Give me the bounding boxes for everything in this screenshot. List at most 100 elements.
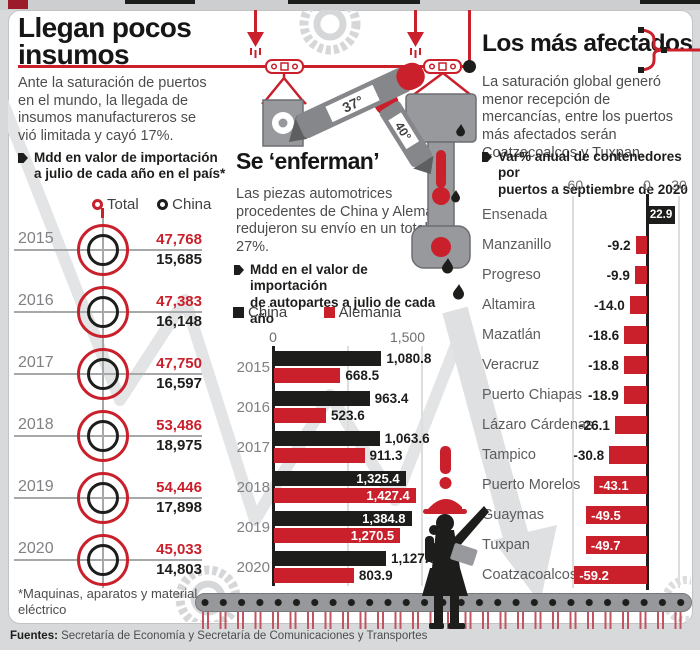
bar-value: 963.4 (374, 391, 409, 406)
port-bar (635, 236, 647, 254)
alemania-bar (274, 488, 416, 503)
port-label: Manzanillo (482, 237, 552, 253)
axis-tick-min: 0 (269, 329, 277, 345)
port-label: Lázaro Cárdenas (482, 417, 594, 433)
china-ring (87, 358, 119, 390)
piston-illustration (405, 71, 477, 269)
bar-value: 523.6 (330, 408, 365, 423)
bar-value: 1,080.8 (386, 351, 432, 366)
total-value: 53,486 (156, 417, 202, 434)
port-row: Tuxpan -49.7 (0, 536, 692, 554)
link-plate-icon (265, 59, 304, 74)
port-label: Altamira (482, 297, 536, 313)
bar-value: -14.0 (594, 297, 625, 313)
port-label: Mazatlán (482, 327, 541, 343)
right-title: Los más afectados (482, 30, 693, 57)
bar-value: 22.9 (649, 209, 673, 221)
bar-value: -18.9 (587, 387, 619, 403)
droplet-icon (442, 258, 454, 274)
bar-value: 1,427.4 (366, 488, 410, 503)
legend-china: China (157, 196, 211, 213)
total-ring (77, 224, 129, 276)
china-ring (87, 420, 119, 452)
port-label: Progreso (482, 267, 541, 283)
worker-skirt (422, 568, 468, 596)
axis-tick: 30 (671, 177, 687, 193)
china-bar (274, 431, 380, 446)
china-bar (274, 511, 412, 526)
gridline (421, 346, 423, 586)
hook-arrow-icon (407, 10, 424, 58)
gridline (678, 196, 680, 588)
rail-hanger-line (468, 10, 471, 66)
legend-china: China (233, 304, 287, 321)
left-intro: Ante la saturación de puertos en el mund… (18, 75, 207, 145)
top-strip-segment (125, 0, 195, 4)
alemania-bar (274, 448, 365, 463)
port-row: Tampico -30.8 (0, 446, 692, 464)
port-row: Altamira -14.0 (0, 296, 692, 314)
left-axis-line (102, 216, 104, 588)
hook-arrow-icon (247, 10, 264, 58)
year-label: 2019 (236, 519, 270, 536)
axis-tick-max: 1,500 (389, 329, 425, 345)
title-brace-icon (638, 27, 700, 73)
backpack (425, 536, 434, 562)
total-value: 45,033 (156, 541, 202, 558)
port-bar (624, 326, 647, 344)
china-ring (87, 544, 119, 576)
top-strip-segment (640, 0, 700, 4)
bar-value: -9.9 (606, 267, 630, 283)
china-bar (274, 551, 386, 566)
gridline (347, 346, 349, 586)
year-label: 2016 (236, 399, 270, 416)
gear-icon (299, 10, 361, 55)
bar-value: -9.2 (607, 237, 631, 253)
right-intro: La saturación global generó menor recepc… (482, 74, 674, 161)
bar-value: 1,325.4 (356, 471, 400, 486)
port-row: Mazatlán -18.6 (0, 326, 692, 344)
note-bullet-icon (482, 152, 492, 162)
clipboard (450, 543, 478, 566)
footer-sources: Fuentes: Secretaría de Economía y Secret… (10, 630, 428, 642)
port-label: Puerto Chiapas (482, 387, 582, 403)
rail-end-dot (463, 60, 476, 73)
bar-value: 1,270.5 (350, 528, 395, 543)
bar-value: 1,127.6 (390, 551, 437, 566)
year-label: 2020 (236, 559, 270, 576)
port-label: Veracruz (482, 357, 540, 373)
worker-head (436, 514, 454, 532)
exclamation-icon (439, 446, 452, 489)
bar-group: 2015 1,080.8 668.5 (0, 351, 470, 383)
china-ring-icon (157, 199, 169, 210)
china-value: 14,803 (156, 561, 202, 578)
year-label: 2017 (18, 354, 54, 371)
year-row: 2017 47,750 16,597 (0, 348, 235, 400)
year-label: 2015 (236, 359, 270, 376)
bar-value: 911.3 (369, 448, 403, 463)
alemania-bar (274, 408, 326, 423)
bar-value: -18.8 (588, 357, 619, 373)
bar-value: 668.5 (345, 368, 380, 383)
china-square-icon (233, 307, 244, 318)
port-label: Ensenada (482, 207, 548, 223)
port-bar (647, 206, 676, 224)
alemania-bar (274, 568, 354, 583)
china-bar (274, 351, 382, 366)
right-axis-line (645, 194, 649, 590)
worker-figure (422, 446, 489, 629)
port-row: Progreso -9.9 (0, 266, 692, 284)
middle-axis-line (272, 346, 275, 586)
gridline (572, 196, 574, 588)
year-label: 2020 (18, 540, 54, 557)
conveyor-legs (202, 612, 686, 629)
china-value: 18,975 (156, 437, 202, 454)
bar-value: -43.1 (599, 477, 629, 493)
footer-label: Fuentes: (10, 630, 58, 642)
port-bar (634, 266, 647, 284)
year-row: 2020 45,033 14,803 (0, 534, 235, 586)
port-label: Puerto Morelos (482, 477, 581, 493)
arrow-head (493, 525, 557, 603)
bar-group: 2019 1,384.8 1,270.5 (0, 511, 470, 543)
middle-note: Mdd en el valor de importación de autopa… (234, 262, 446, 328)
